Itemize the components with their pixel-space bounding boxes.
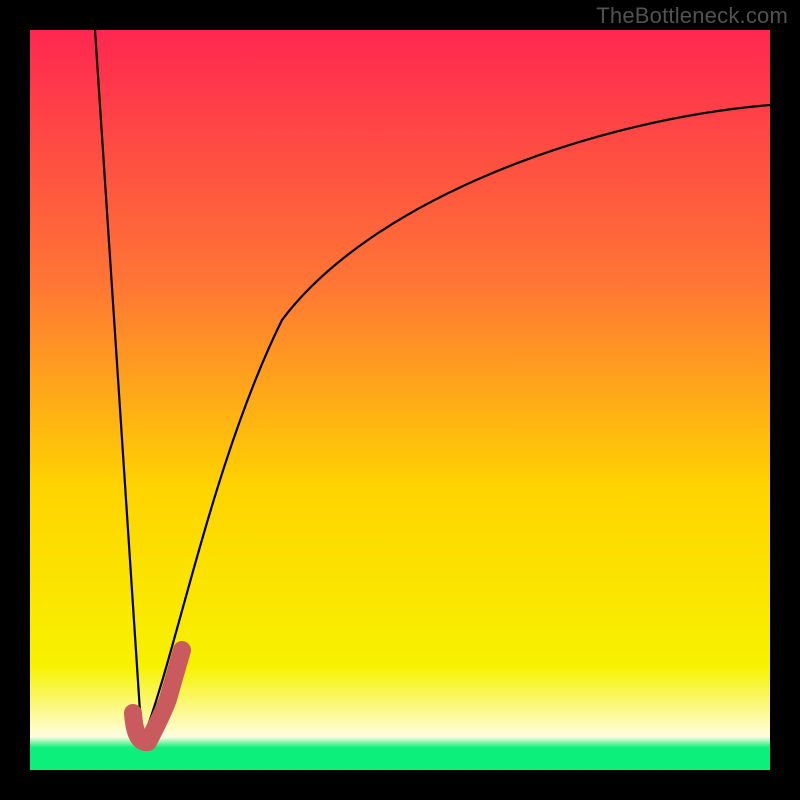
gradient-background bbox=[30, 30, 770, 770]
chart-container bbox=[30, 30, 770, 770]
watermark-text: TheBottleneck.com bbox=[596, 3, 788, 29]
bottleneck-chart bbox=[30, 30, 770, 770]
